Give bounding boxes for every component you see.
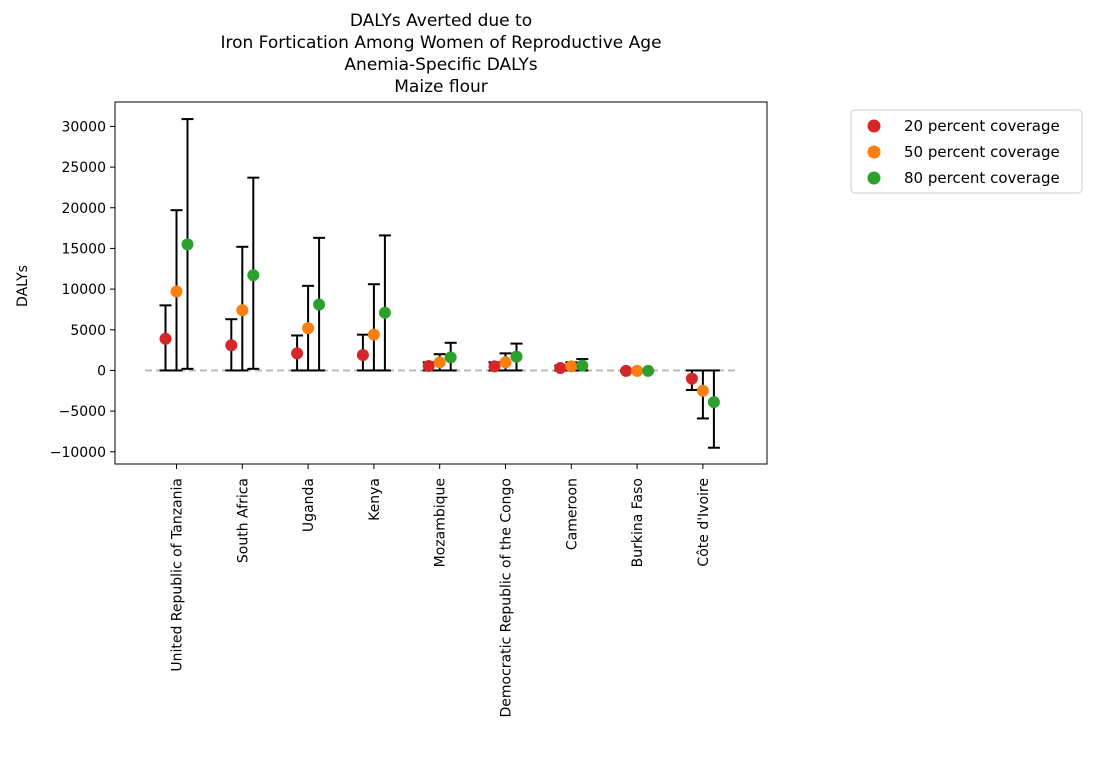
y-tick-label: 20000 [61, 201, 106, 217]
data-point [696, 384, 709, 397]
legend-frame [850, 109, 1083, 194]
data-point [181, 238, 194, 251]
plot-frame [114, 101, 768, 465]
y-tick-label: 5000 [70, 323, 106, 339]
legend: 20 percent coverage 50 percent coverage 80… [850, 109, 1083, 194]
data-point [488, 360, 501, 373]
y-tick-label: 25000 [61, 160, 106, 176]
chart-title: DALYs Averted due to Iron Fortication Am… [220, 11, 661, 97]
data-point [236, 304, 249, 317]
data-point [313, 298, 326, 311]
data-point [631, 364, 644, 377]
data-point [367, 328, 380, 341]
x-tick-label: Uganda [301, 478, 317, 532]
data-point [433, 356, 446, 369]
chart-title-line-2: Iron Fortication Among Women of Reproduc… [220, 33, 661, 53]
data-point [620, 364, 633, 377]
legend-label: 20 percent coverage [904, 117, 1060, 135]
data-point [576, 359, 589, 372]
data-point [378, 306, 391, 319]
x-tick-label: Mozambique [433, 478, 449, 567]
data-point [247, 269, 260, 282]
data-point [225, 339, 238, 352]
data-point [554, 362, 567, 375]
legend-marker [867, 171, 881, 185]
data-point [499, 356, 512, 369]
data-point [685, 372, 698, 385]
chart-title-line-3: Anemia-Specific DALYs [344, 55, 537, 75]
x-tick-label: Côte d'Ivoire [696, 478, 712, 567]
data-point [444, 351, 457, 364]
legend-label: 80 percent coverage [904, 169, 1060, 187]
x-tick-label: South Africa [235, 478, 251, 563]
data-point [707, 396, 720, 409]
data-point [565, 360, 578, 373]
y-tick-label: 10000 [61, 282, 106, 298]
y-tick-label: 30000 [61, 119, 106, 135]
y-tick-label: 15000 [61, 241, 106, 257]
legend-marker [867, 145, 881, 159]
x-tick-label: Cameroon [564, 478, 580, 550]
x-tick-label: United Republic of Tanzania [170, 478, 186, 672]
y-axis-label: DALYs [15, 265, 31, 307]
x-tick-label: Kenya [367, 478, 383, 521]
x-tick-label: Democratic Republic of the Congo [499, 478, 515, 717]
y-tick-label: −10000 [50, 445, 106, 461]
data-point [642, 364, 655, 377]
data-point [159, 332, 172, 345]
plot-area: −10000 −5000 0 5000 10000 15000 20000 25000 3000… [50, 101, 768, 717]
data-point [170, 285, 183, 298]
data-point [356, 348, 369, 361]
y-tick-label: −5000 [59, 404, 106, 420]
data-point [302, 322, 315, 335]
data-point [291, 347, 304, 360]
data-point [422, 359, 435, 372]
chart-title-line-4: Maize flour [394, 77, 487, 97]
legend-label: 50 percent coverage [904, 143, 1060, 161]
y-tick-label: 0 [97, 363, 106, 379]
legend-marker [867, 119, 881, 133]
x-tick-label: Burkina Faso [630, 478, 646, 567]
data-point [510, 350, 523, 363]
chart-title-line-1: DALYs Averted due to [350, 11, 532, 31]
